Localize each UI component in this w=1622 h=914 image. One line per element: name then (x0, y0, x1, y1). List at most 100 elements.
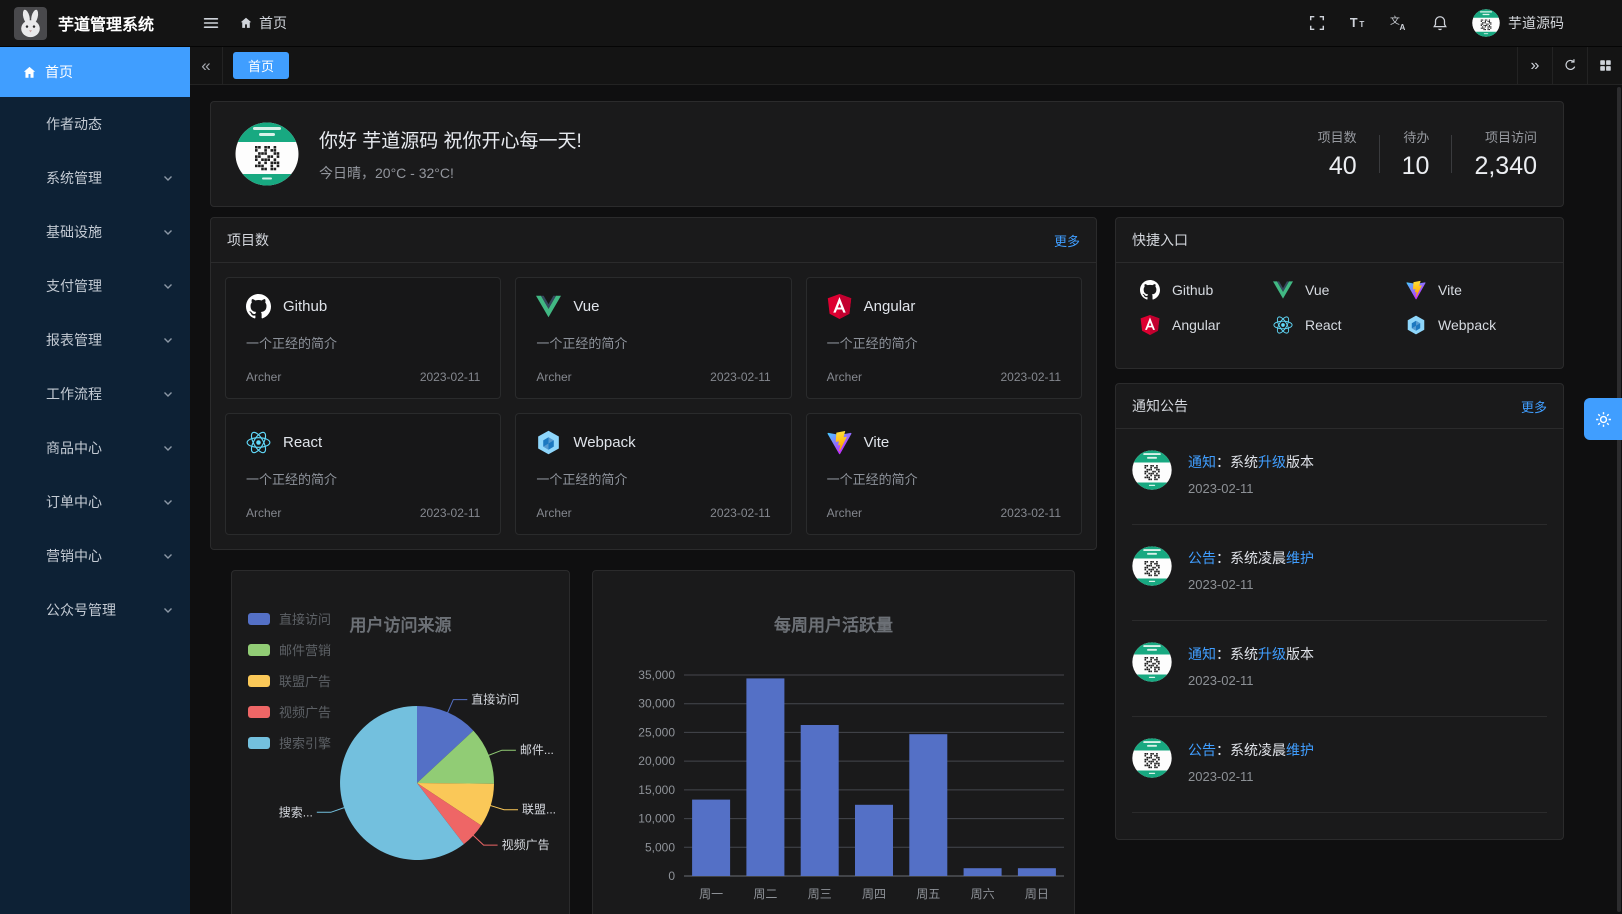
legend-item[interactable]: 搜索引擎 (248, 733, 331, 752)
bar-chart-title: 每周用户活跃量 (774, 616, 893, 635)
notification-bell-icon[interactable] (1431, 14, 1449, 32)
fullscreen-icon[interactable] (1308, 14, 1326, 32)
logo-area[interactable]: 芋道管理系统 (0, 6, 190, 40)
shortcuts-card: 快捷入口 Github Vue Vite Angular React Webpack (1115, 217, 1564, 369)
sidebar-item-author-news[interactable]: 作者动态 (46, 116, 102, 132)
shortcut-angular[interactable]: Angular (1140, 315, 1273, 335)
project-name: Angular (863, 298, 916, 315)
project-card-vue[interactable]: Vue 一个正经的简介 Archer 2023-02-11 (515, 277, 792, 399)
tabs-scroll-left-icon[interactable]: « (190, 47, 223, 84)
notices-list: 通知：系统升级版本 2023-02-11 公告：系统凌晨维护 2023-02-11 通知… (1116, 429, 1563, 839)
notices-more-link[interactable]: 更多 (1520, 399, 1547, 415)
greeting-stats: 项目数 40 待办 10 项目访问 2,340 (1296, 127, 1539, 181)
react-icon (246, 430, 271, 455)
svg-text:30,000: 30,000 (638, 697, 675, 711)
notice-date: 2023-02-11 (1188, 769, 1254, 784)
pie-slice[interactable] (340, 706, 464, 860)
project-card-react[interactable]: React 一个正经的简介 Archer 2023-02-11 (225, 413, 502, 535)
shortcut-github[interactable]: Github (1140, 280, 1273, 300)
project-date: 2023-02-11 (419, 506, 481, 520)
bar[interactable] (800, 725, 839, 876)
qr-avatar (1132, 642, 1172, 682)
github-icon (1140, 280, 1160, 300)
projects-more-link[interactable]: 更多 (1053, 233, 1080, 249)
project-card-angular[interactable]: Angular 一个正经的简介 Archer 2023-02-11 (805, 277, 1082, 399)
chevron-down-icon (162, 172, 174, 184)
sidebar-collapse-icon[interactable] (202, 14, 220, 32)
svg-text:10,000: 10,000 (638, 812, 675, 826)
legend-item[interactable]: 直接访问 (248, 609, 331, 628)
scrollbar[interactable] (1617, 87, 1621, 912)
project-date: 2023-02-11 (710, 370, 771, 384)
github-icon (246, 294, 271, 319)
pie-slice[interactable] (417, 783, 494, 826)
sidebar-item-workflow[interactable]: 工作流程 (0, 367, 190, 421)
tabbar: « 首页 » (190, 47, 1622, 85)
refresh-icon[interactable] (1552, 47, 1587, 84)
bar[interactable] (692, 799, 731, 876)
project-name: Github (283, 298, 328, 315)
svg-text:直接访问: 直接访问 (471, 692, 519, 707)
svg-text:搜索...: 搜索... (279, 804, 313, 819)
breadcrumb-item: 首页 (259, 15, 287, 31)
bar[interactable] (1017, 868, 1056, 876)
pie-slice[interactable] (417, 783, 482, 845)
shortcut-react[interactable]: React (1273, 315, 1406, 335)
user-menu[interactable]: 芋道源码 (1472, 9, 1564, 37)
svg-text:联盟...: 联盟... (522, 803, 556, 817)
bar[interactable] (909, 734, 948, 876)
notice-item[interactable]: 通知：系统升级版本 2023-02-11 (1132, 621, 1547, 717)
bar[interactable] (963, 868, 1002, 876)
project-name: Vue (573, 298, 600, 315)
sidebar-item-product[interactable]: 商品中心 (0, 421, 190, 475)
svg-text:35,000: 35,000 (638, 668, 675, 682)
shortcut-webpack[interactable]: Webpack (1406, 315, 1539, 335)
settings-gear-button[interactable] (1584, 398, 1622, 440)
notice-item[interactable]: 公告：系统凌晨维护 2023-02-11 (1132, 525, 1547, 621)
project-card-github[interactable]: Github 一个正经的简介 Archer 2023-02-11 (225, 277, 502, 399)
pie-slice[interactable] (417, 706, 474, 783)
sidebar-item-report[interactable]: 报表管理 (0, 313, 190, 367)
layout-grid-icon[interactable] (1587, 47, 1622, 84)
app-title: 芋道管理系统 (58, 17, 155, 34)
sidebar-item-infra[interactable]: 基础设施 (0, 205, 190, 259)
project-card-webpack[interactable]: Webpack 一个正经的简介 Archer 2023-02-11 (515, 413, 792, 535)
bar[interactable] (855, 804, 893, 876)
stat-todo: 待办 10 (1401, 130, 1430, 180)
breadcrumb[interactable]: 首页 (239, 13, 287, 33)
sidebar-item-home[interactable]: 首页 (0, 47, 190, 97)
tabs-scroll-right-icon[interactable]: » (1517, 47, 1552, 84)
bar[interactable] (746, 678, 785, 876)
pie-slice[interactable] (417, 730, 495, 784)
qr-avatar (1132, 546, 1172, 586)
chevron-down-icon (162, 280, 174, 292)
sidebar-item-order[interactable]: 订单中心 (0, 475, 190, 529)
notice-item[interactable]: 公告：系统凌晨维护 2023-02-11 (1132, 717, 1547, 813)
bar-chart: 0 5,000 10,000 15,000 20,000 25,000 30,000 35,0… (638, 668, 1064, 901)
legend-item[interactable]: 视频广告 (248, 702, 331, 721)
svg-text:0: 0 (668, 869, 675, 883)
shortcuts-card-title: 快捷入口 (1132, 232, 1188, 248)
notice-item[interactable]: 通知：系统升级版本 2023-02-11 (1132, 429, 1547, 525)
project-author: Archer (826, 370, 862, 384)
sidebar-item-mp[interactable]: 公众号管理 (0, 583, 190, 637)
sidebar-item-system[interactable]: 系统管理 (0, 151, 190, 205)
sidebar-item-pay[interactable]: 支付管理 (0, 259, 190, 313)
shortcut-vite[interactable]: Vite (1406, 280, 1539, 300)
shortcut-vue[interactable]: Vue (1273, 280, 1406, 300)
tab-home[interactable]: 首页 (233, 52, 290, 79)
project-card-vite[interactable]: Vite 一个正经的简介 Archer 2023-02-11 (805, 413, 1082, 535)
project-author: Archer (246, 506, 282, 520)
svg-text:邮件...: 邮件... (520, 743, 554, 757)
webpack-icon (1406, 315, 1426, 335)
sidebar-item-promotion[interactable]: 营销中心 (0, 529, 190, 583)
svg-text:周一: 周一 (699, 887, 723, 901)
shortcuts-grid: Github Vue Vite Angular React Webpack (1116, 263, 1563, 335)
legend-item[interactable]: 联盟广告 (248, 671, 331, 690)
projects-card-title: 项目数 (227, 232, 269, 248)
project-desc: 一个正经的简介 (536, 336, 628, 351)
project-date: 2023-02-11 (1000, 506, 1062, 520)
legend-item[interactable]: 邮件营销 (248, 640, 331, 659)
